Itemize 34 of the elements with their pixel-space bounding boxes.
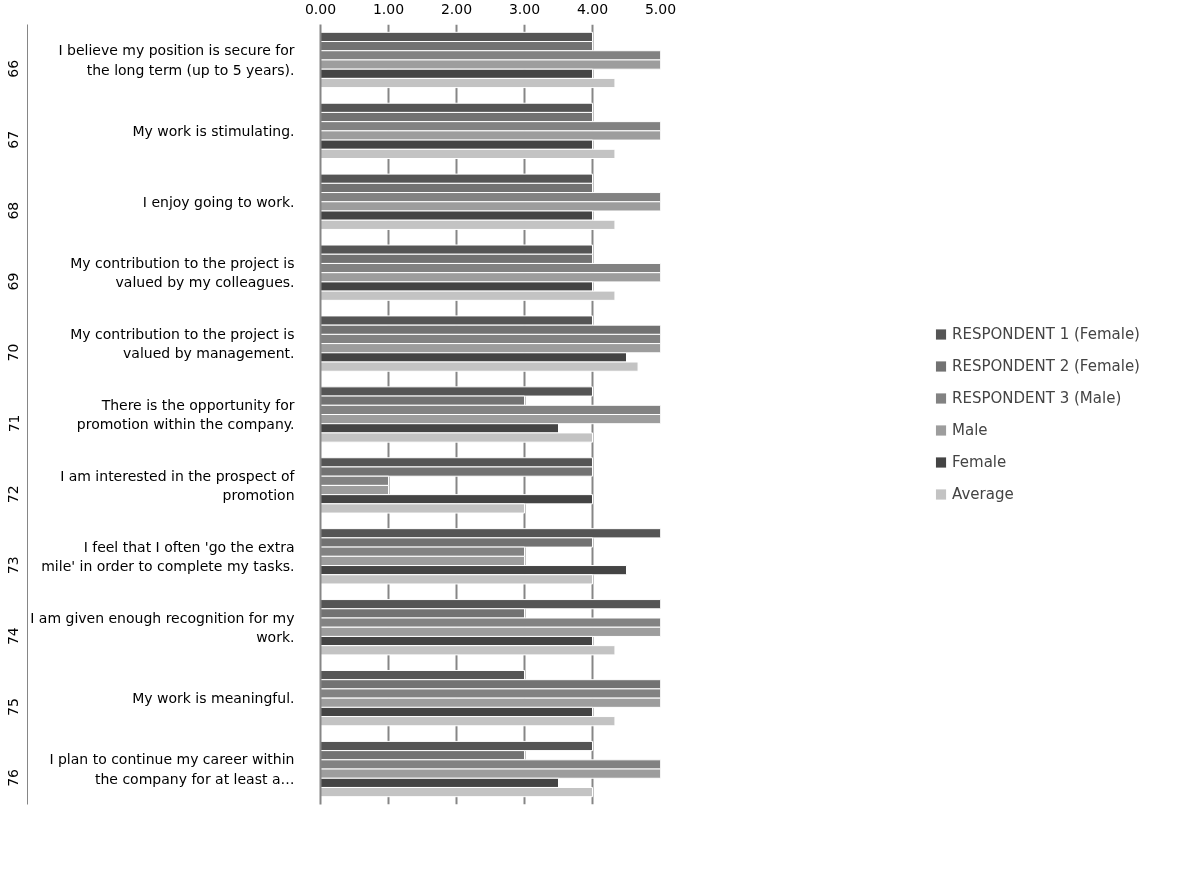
- y-tick-label: I enjoy going to work.: [142, 193, 295, 210]
- text: 73: [5, 556, 22, 575]
- text: 66: [5, 59, 22, 78]
- x-tick-label: 2.00: [440, 0, 473, 17]
- x-tick-label: 4.00: [576, 0, 609, 17]
- text: 74: [5, 627, 22, 646]
- text: 76: [5, 768, 22, 787]
- x-tick-label: 5.00: [644, 0, 677, 17]
- legend-label: Female: [952, 453, 1007, 471]
- y-tick-label: My work is stimulating.: [132, 122, 295, 139]
- x-tick-label: 0.00: [304, 0, 337, 17]
- text: 71: [5, 414, 22, 433]
- text: 72: [5, 485, 22, 504]
- y-tick-label: I am given enough recognition for my work.: [30, 609, 295, 645]
- text: 68: [5, 201, 22, 220]
- x-tick-label: 1.00: [372, 0, 405, 17]
- y-tick-label: I feel that I often 'go the extra mile' in order to complete my tasks.: [41, 538, 295, 574]
- text: 69: [5, 272, 22, 291]
- y-tick-label: There is the opportunity for promotion within the company.: [76, 396, 295, 433]
- text: 70: [5, 343, 22, 362]
- legend-label: Male: [952, 421, 988, 439]
- legend-label: Average: [952, 485, 1014, 503]
- x-tick-label: 3.00: [508, 0, 541, 17]
- text: 67: [5, 130, 22, 149]
- y-tick-label: My contribution to the project is valued by my colleagues.: [70, 255, 295, 291]
- y-tick-label: My work is meaningful.: [132, 690, 295, 707]
- legend-label: RESPONDENT 1 (Female): [952, 325, 1140, 343]
- text: 75: [5, 698, 22, 716]
- legend-label: RESPONDENT 2 (Female): [952, 357, 1140, 375]
- y-tick-label: I plan to continue my career within the company for at least a…: [49, 751, 295, 787]
- legend-label: RESPONDENT 3 (Male): [952, 389, 1122, 407]
- y-tick-label: I am interested in the prospect of promotion: [60, 467, 296, 504]
- y-tick-label: I believe my position is secure for the long term (up to 5 years).: [58, 42, 295, 78]
- y-tick-label: My contribution to the project is valued by management.: [70, 325, 295, 362]
